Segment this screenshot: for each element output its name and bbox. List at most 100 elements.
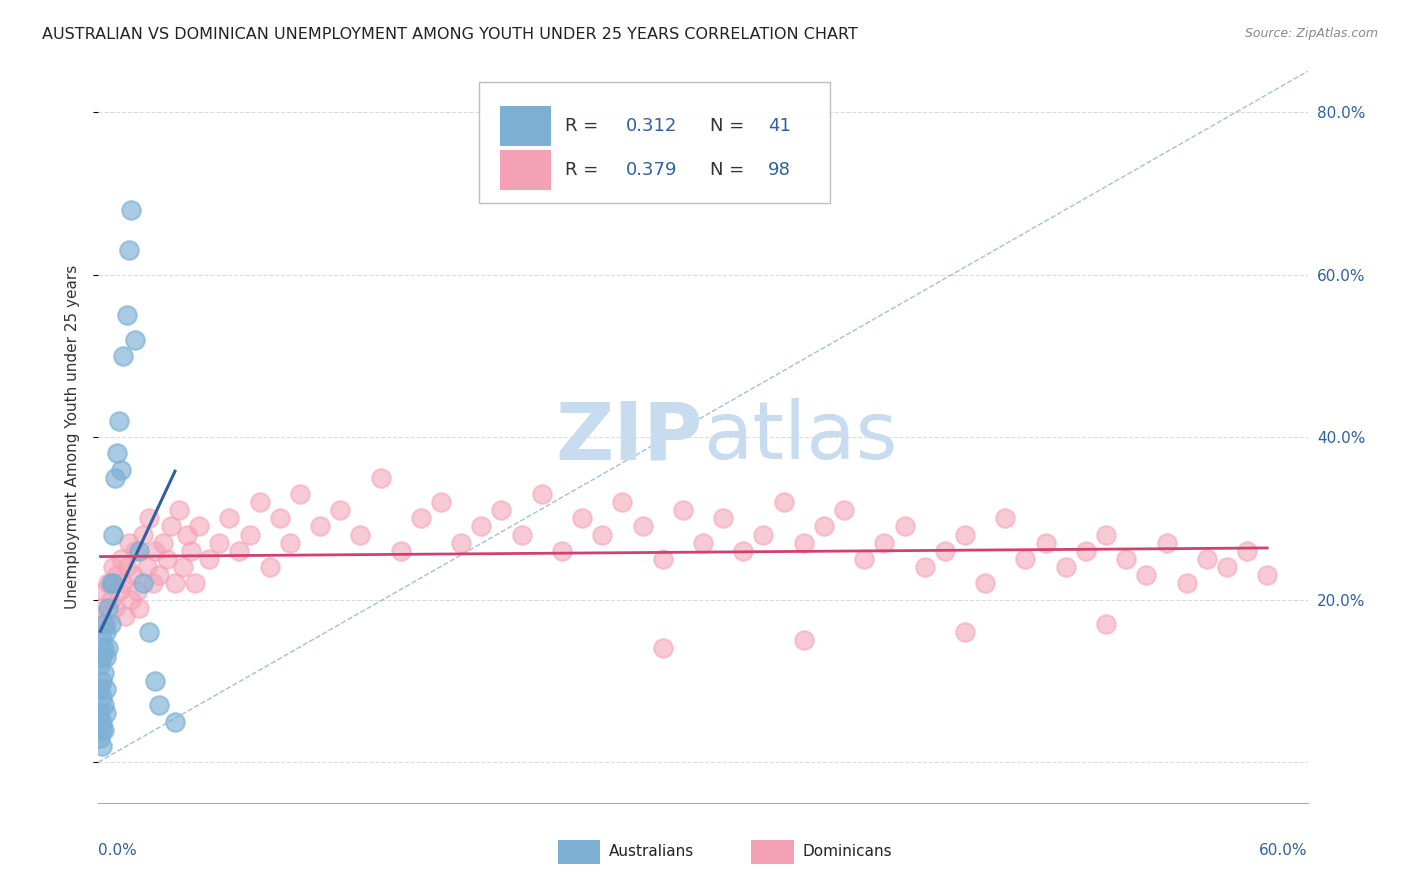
Point (100, 576, 122, 591)
Point (148, 698, 170, 713)
Point (107, 584, 129, 599)
Point (91, 690, 114, 705)
Point (105, 568, 128, 582)
Point (101, 527, 124, 541)
Point (1175, 576, 1198, 591)
Point (259, 560, 281, 574)
Point (96, 625, 118, 640)
FancyBboxPatch shape (479, 82, 830, 203)
Point (138, 511, 160, 525)
Point (309, 519, 332, 533)
Point (1095, 527, 1118, 541)
Point (813, 519, 835, 533)
Point (450, 535, 472, 549)
Point (249, 495, 271, 509)
Text: 41: 41 (768, 117, 792, 136)
Point (1054, 560, 1077, 574)
Point (1135, 568, 1157, 582)
Point (110, 462, 132, 476)
Point (692, 535, 714, 549)
Point (128, 600, 150, 615)
FancyBboxPatch shape (501, 150, 551, 190)
Point (591, 527, 613, 541)
FancyBboxPatch shape (751, 840, 794, 863)
Point (89, 657, 111, 672)
Point (612, 495, 634, 509)
Point (89, 681, 111, 696)
Point (198, 552, 221, 566)
Point (101, 576, 124, 591)
Point (1095, 617, 1118, 632)
Point (672, 503, 695, 517)
Point (97, 641, 120, 656)
Point (103, 600, 125, 615)
Point (994, 511, 1017, 525)
Point (93, 617, 115, 632)
Point (124, 544, 146, 558)
Point (93, 665, 115, 680)
Point (118, 243, 141, 257)
Point (571, 511, 593, 525)
FancyBboxPatch shape (501, 106, 551, 146)
Point (132, 527, 155, 541)
Point (631, 519, 654, 533)
Point (115, 560, 138, 574)
Point (1236, 544, 1258, 558)
Point (1156, 535, 1178, 549)
Point (91, 714, 114, 729)
Point (914, 560, 936, 574)
Point (188, 519, 211, 533)
Point (125, 584, 148, 599)
Text: 60.0%: 60.0% (1260, 843, 1308, 858)
Point (733, 544, 755, 558)
Point (651, 641, 673, 656)
Point (430, 495, 453, 509)
Text: R =: R = (565, 117, 605, 136)
Point (128, 544, 150, 558)
Point (1074, 544, 1097, 558)
Point (172, 560, 194, 574)
Point (107, 414, 129, 428)
Point (89, 706, 111, 721)
Point (103, 471, 125, 485)
Point (91, 649, 114, 664)
Point (105, 446, 128, 460)
Point (100, 617, 122, 632)
Point (167, 503, 190, 517)
Point (793, 535, 815, 549)
Point (124, 333, 146, 347)
Point (118, 535, 141, 549)
Point (772, 495, 794, 509)
Text: N =: N = (710, 117, 751, 136)
Point (974, 576, 997, 591)
Point (115, 308, 138, 322)
Point (110, 552, 132, 566)
Point (143, 544, 166, 558)
Point (218, 511, 240, 525)
Point (239, 527, 262, 541)
Text: Dominicans: Dominicans (803, 845, 891, 859)
Point (91, 633, 114, 648)
Text: AUSTRALIAN VS DOMINICAN UNEMPLOYMENT AMONG YOUTH UNDER 25 YEARS CORRELATION CHAR: AUSTRALIAN VS DOMINICAN UNEMPLOYMENT AMO… (42, 27, 858, 42)
Point (91, 723, 114, 737)
Point (93, 723, 115, 737)
Point (953, 625, 976, 640)
Point (93, 698, 115, 713)
Point (163, 576, 186, 591)
Point (148, 568, 170, 582)
Point (1216, 560, 1239, 574)
Point (1195, 552, 1218, 566)
Point (389, 544, 412, 558)
FancyBboxPatch shape (558, 840, 600, 863)
Text: 0.312: 0.312 (626, 117, 676, 136)
Text: N =: N = (710, 161, 751, 179)
Point (1035, 535, 1057, 549)
Point (288, 487, 311, 501)
Point (470, 519, 492, 533)
Point (1115, 552, 1137, 566)
Y-axis label: Unemployment Among Youth under 25 years: Unemployment Among Youth under 25 years (65, 265, 80, 609)
Point (893, 519, 915, 533)
Point (1256, 568, 1278, 582)
Point (832, 503, 855, 517)
Point (953, 527, 976, 541)
